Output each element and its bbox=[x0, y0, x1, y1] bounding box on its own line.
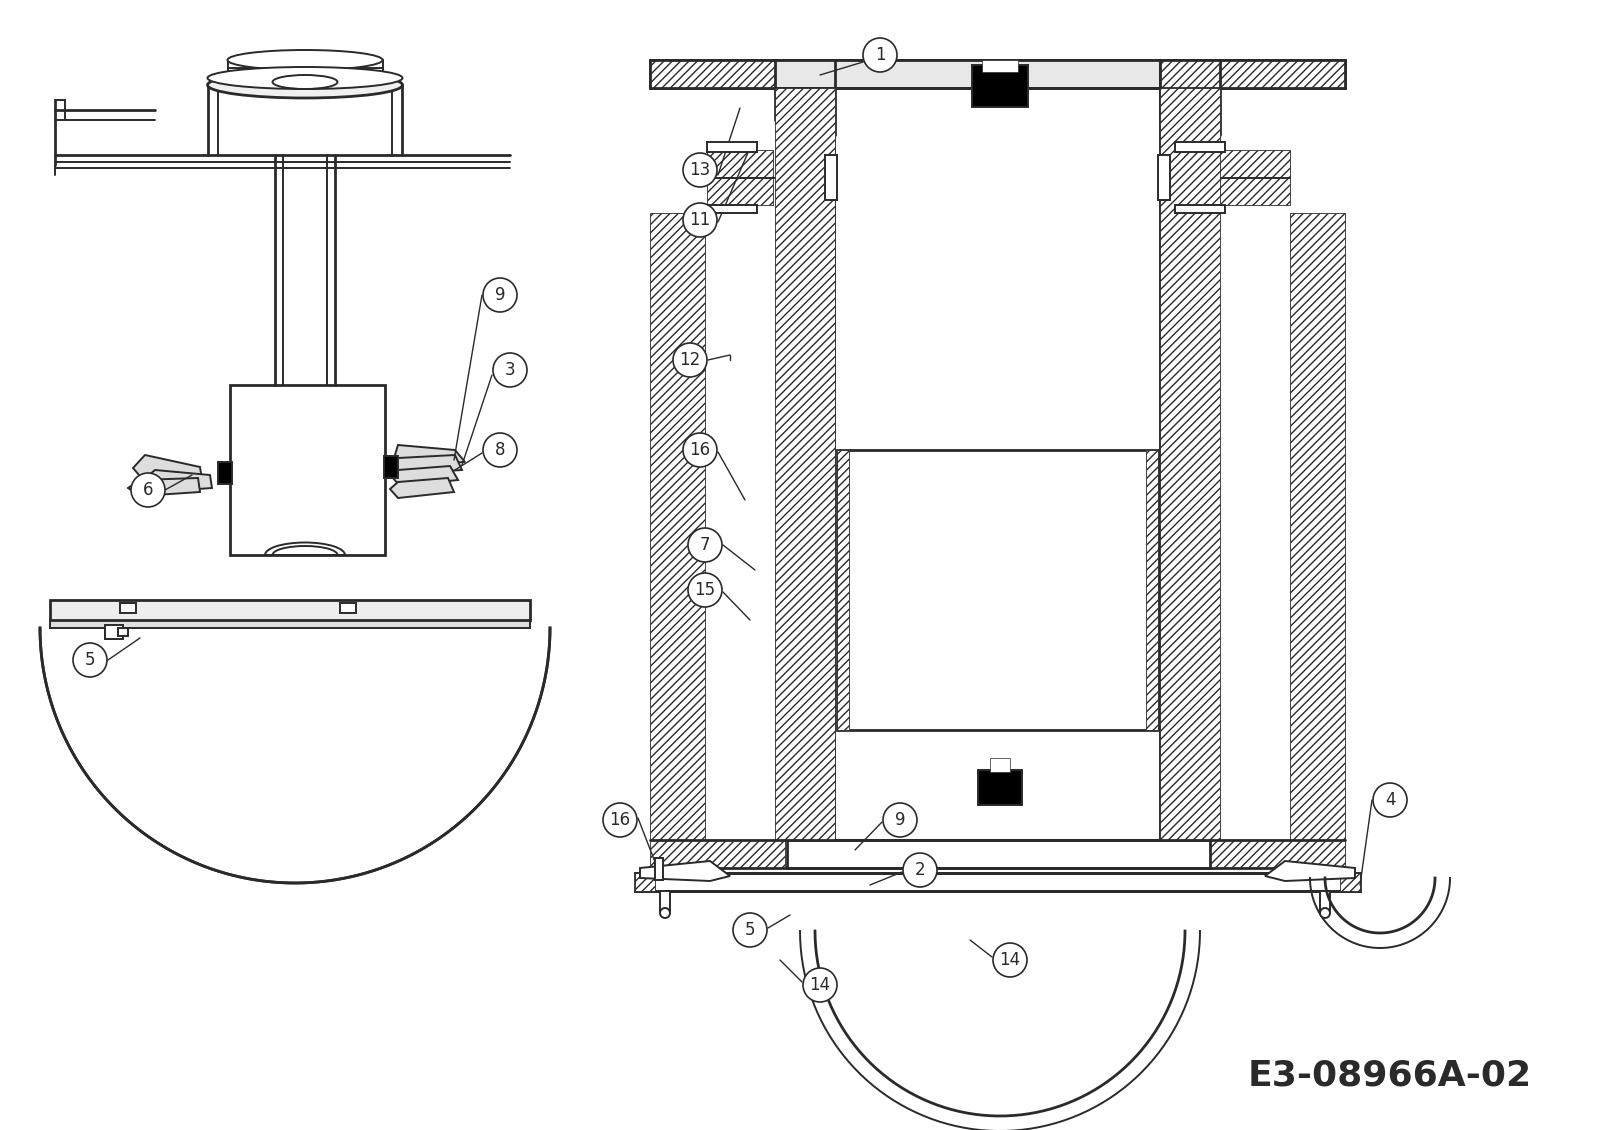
Bar bbox=[120, 603, 136, 612]
Text: 9: 9 bbox=[894, 811, 906, 829]
Text: 1: 1 bbox=[875, 46, 885, 64]
Bar bbox=[1341, 873, 1360, 890]
Bar bbox=[1160, 60, 1346, 88]
Circle shape bbox=[74, 643, 107, 677]
Circle shape bbox=[803, 968, 837, 1002]
Bar bbox=[1146, 450, 1158, 730]
Ellipse shape bbox=[208, 72, 403, 98]
Bar bbox=[973, 66, 1027, 107]
Ellipse shape bbox=[227, 50, 382, 70]
Bar bbox=[1174, 142, 1226, 153]
Circle shape bbox=[902, 853, 938, 887]
Bar bbox=[978, 770, 1022, 805]
Circle shape bbox=[683, 433, 717, 467]
Text: 9: 9 bbox=[494, 286, 506, 304]
Circle shape bbox=[994, 944, 1027, 977]
Bar bbox=[118, 628, 128, 636]
Bar bbox=[635, 873, 1360, 890]
Circle shape bbox=[688, 528, 722, 562]
Bar bbox=[774, 88, 835, 840]
Text: 15: 15 bbox=[694, 581, 715, 599]
Bar bbox=[230, 385, 386, 555]
Circle shape bbox=[883, 803, 917, 837]
Bar bbox=[837, 450, 1158, 730]
Text: 16: 16 bbox=[690, 441, 710, 459]
Polygon shape bbox=[390, 478, 454, 498]
Bar bbox=[1160, 150, 1290, 205]
Text: 2: 2 bbox=[915, 861, 925, 879]
Bar bbox=[50, 600, 530, 620]
Bar bbox=[835, 88, 1160, 840]
Bar bbox=[774, 60, 1160, 88]
Bar bbox=[650, 840, 786, 868]
Bar bbox=[654, 858, 662, 880]
Bar bbox=[990, 758, 1010, 772]
Circle shape bbox=[688, 573, 722, 607]
Circle shape bbox=[1373, 783, 1406, 817]
Bar bbox=[238, 393, 378, 548]
Text: 5: 5 bbox=[744, 921, 755, 939]
Text: 13: 13 bbox=[690, 160, 710, 179]
Bar bbox=[650, 60, 774, 88]
Bar bbox=[982, 60, 1018, 72]
Text: 14: 14 bbox=[1000, 951, 1021, 970]
Circle shape bbox=[131, 473, 165, 507]
Circle shape bbox=[674, 344, 707, 377]
Bar bbox=[218, 462, 232, 484]
Ellipse shape bbox=[272, 75, 338, 89]
Bar bbox=[635, 873, 654, 890]
Circle shape bbox=[683, 203, 717, 237]
Polygon shape bbox=[1266, 861, 1355, 881]
Polygon shape bbox=[390, 455, 462, 473]
Bar bbox=[661, 890, 670, 911]
Polygon shape bbox=[392, 466, 458, 486]
Bar bbox=[650, 212, 706, 840]
Circle shape bbox=[862, 38, 898, 72]
Text: 11: 11 bbox=[690, 211, 710, 229]
Circle shape bbox=[493, 353, 526, 386]
Text: 8: 8 bbox=[494, 441, 506, 459]
Circle shape bbox=[683, 153, 717, 186]
Polygon shape bbox=[142, 470, 211, 492]
Circle shape bbox=[1320, 909, 1330, 918]
Bar bbox=[1320, 890, 1330, 911]
Polygon shape bbox=[640, 861, 730, 881]
Text: 5: 5 bbox=[85, 651, 96, 669]
Circle shape bbox=[483, 278, 517, 312]
Bar bbox=[707, 150, 773, 205]
Bar bbox=[1160, 88, 1221, 840]
Bar bbox=[837, 450, 850, 730]
Polygon shape bbox=[395, 445, 466, 466]
Bar bbox=[650, 60, 1346, 88]
Bar bbox=[61, 615, 520, 620]
Circle shape bbox=[483, 433, 517, 467]
Circle shape bbox=[733, 913, 766, 947]
Circle shape bbox=[661, 909, 670, 918]
Bar bbox=[50, 620, 530, 628]
Text: 16: 16 bbox=[610, 811, 630, 829]
Bar bbox=[1210, 840, 1346, 868]
Bar bbox=[1290, 212, 1346, 840]
Bar bbox=[54, 607, 525, 615]
Text: 14: 14 bbox=[810, 976, 830, 994]
Circle shape bbox=[603, 803, 637, 837]
Text: 6: 6 bbox=[142, 481, 154, 499]
Bar bbox=[787, 840, 1210, 868]
Bar bbox=[384, 457, 398, 478]
Bar bbox=[707, 205, 757, 212]
Text: E3-08966A-02: E3-08966A-02 bbox=[1248, 1058, 1533, 1092]
Text: 7: 7 bbox=[699, 536, 710, 554]
Polygon shape bbox=[128, 478, 200, 496]
Polygon shape bbox=[133, 455, 202, 483]
Bar bbox=[1174, 205, 1226, 212]
Ellipse shape bbox=[208, 67, 403, 89]
Text: 4: 4 bbox=[1384, 791, 1395, 809]
Bar bbox=[339, 603, 355, 612]
Text: 12: 12 bbox=[680, 351, 701, 370]
Bar bbox=[826, 155, 837, 200]
Bar bbox=[106, 625, 123, 638]
Text: 3: 3 bbox=[504, 360, 515, 379]
Bar bbox=[707, 142, 757, 153]
Bar bbox=[1158, 155, 1170, 200]
